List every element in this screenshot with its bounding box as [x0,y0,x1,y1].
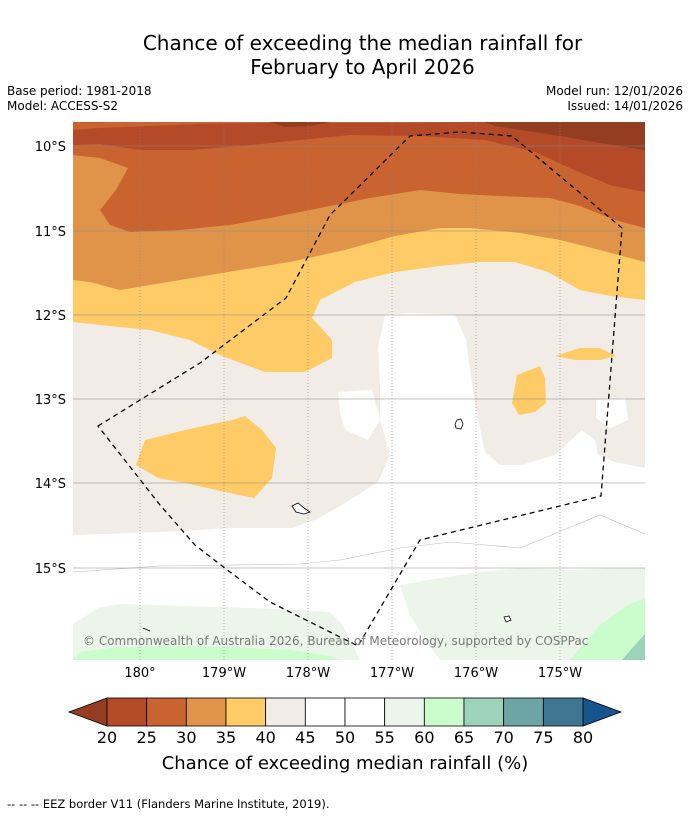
model-name: Model: ACCESS-S2 [7,99,119,113]
lon-label-175w: 175°W [538,666,582,681]
colorbar-segment [503,697,544,727]
band-60-65-east [570,598,645,660]
colorbar-tick-label: 30 [176,728,197,747]
meta-left: Base period: 1981-2018 Model: ACCESS-S2 [7,84,152,114]
band-below-20-west [270,122,330,127]
lat-labels: 10°S 11°S 12°S 13°S 14°S 15°S [35,140,66,577]
band-below-20 [485,122,645,150]
issued-date: Issued: 14/01/2026 [567,99,683,113]
lat-label-11s: 11°S [35,225,66,240]
colorbar-tick-label: 50 [334,728,356,747]
band-65-70 [622,634,645,660]
colorbar-segment [146,697,187,727]
island-south [503,615,512,623]
island-west [291,502,311,515]
colorbar-tick-label: 20 [96,728,118,747]
band-55-60 [73,604,360,660]
lat-label-10s: 10°S [35,140,66,155]
eez-border [97,131,623,647]
colorbar-segment [304,697,346,727]
colorbar-tick-label: 45 [295,728,316,747]
band-35-40-blob-east [555,348,616,360]
band-45-50-patch [338,390,380,440]
band-25-30 [73,122,645,232]
band-45-50-patch-east [596,398,628,428]
copyright-text: © Commonwealth of Australia 2026, Bureau… [83,634,588,648]
colorbar-segment [185,697,227,727]
island-central [454,418,464,430]
colorbar-segment [384,697,425,727]
band-35-40-blob-mid [512,366,546,415]
lon-label-177w: 177°W [370,666,414,681]
band-55-60-east [400,568,645,660]
colorbar-tick-label: 60 [414,728,435,747]
meta-right: Model run: 12/01/2026 Issued: 14/01/2026 [546,84,683,114]
colorbar-segment [542,697,584,727]
colorbar-tick-label: 40 [255,728,276,747]
colorbar-tick-label: 75 [533,728,554,747]
base-period: Base period: 1981-2018 [7,84,152,98]
lat-label-14s: 14°S [35,477,66,492]
colorbar-low-arrow [67,697,108,727]
model-run: Model run: 12/01/2026 [545,84,683,98]
colorbar-tick-label: 65 [453,728,475,747]
chart-title: Chance of exceeding the median rainfall … [0,31,690,79]
colorbar-segment [106,697,148,727]
title-line-2: February to April 2026 [250,55,475,79]
colorbar-tick-label: 35 [215,728,237,747]
rainfall-field [73,122,645,660]
colorbar-tick-label: 25 [136,728,157,747]
colorbar-tick-label: 80 [572,728,594,747]
band-35-40-blob-west [136,416,276,498]
band-20-25 [73,122,645,192]
lon-labels: 180° 179°W 178°W 177°W 176°W 175°W [124,666,582,681]
colorbar-segment [344,697,386,727]
colorbar-label: Chance of exceeding median rainfall (%) [161,753,529,774]
lat-label-15s: 15°S [35,562,66,577]
colorbar-segment [463,697,505,727]
lat-label-12s: 12°S [35,309,66,324]
lon-label-179w: 179°W [202,666,246,681]
islands [142,418,512,632]
colorbar-segment [225,697,267,727]
colorbar-segment [423,697,465,727]
colorbar [67,697,623,727]
colorbar-tick-label: 55 [374,728,395,747]
lon-label-176w: 176°W [454,666,498,681]
graticule [73,122,645,660]
island-southwest [142,627,151,632]
title-line-1: Chance of exceeding the median rainfall … [142,31,583,55]
lon-label-180: 180° [124,666,155,681]
contour-line-south [73,514,645,573]
colorbar-segment [265,697,306,727]
lat-label-13s: 13°S [35,393,66,408]
eez-footnote: -- -- -- EEZ border V11 (Flanders Marine… [7,797,330,811]
colorbar-tick-label: 70 [493,728,514,747]
colorbar-high-arrow [582,697,623,727]
lon-label-178w: 178°W [286,666,330,681]
